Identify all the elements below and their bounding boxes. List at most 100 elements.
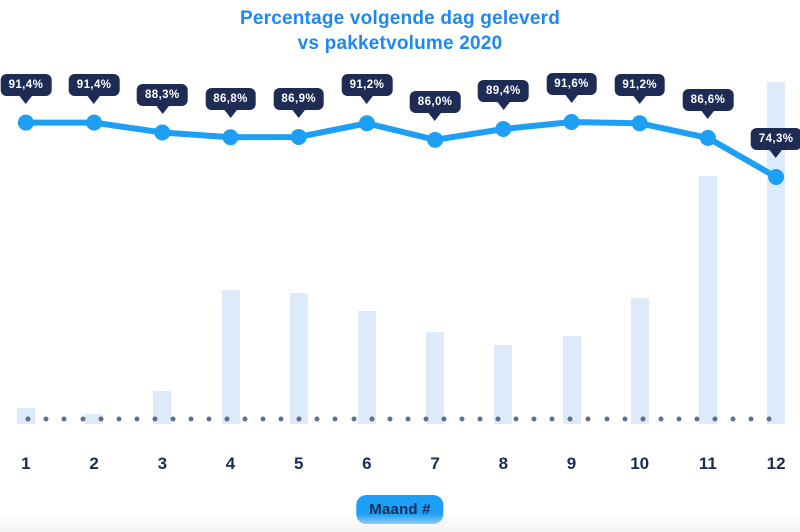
x-axis-title-badge: Maand # (356, 495, 444, 524)
tooltip-pointer-icon (223, 109, 238, 119)
value-tooltip: 91,4% (0, 73, 52, 104)
baseline-dot (25, 416, 31, 422)
chart-title: Percentage volgende dag geleverd vs pakk… (0, 6, 800, 56)
x-tick-label: 7 (430, 454, 440, 473)
value-tooltip: 91,4% (68, 73, 120, 104)
baseline-dot (332, 416, 338, 422)
volume-bar (426, 332, 445, 424)
value-tooltip-text: 91,4% (68, 73, 120, 96)
baseline-dot (441, 416, 447, 422)
value-tooltip-text: 86,6% (682, 88, 734, 111)
volume-bar (630, 298, 649, 424)
baseline-dot (748, 416, 754, 422)
x-tick-label: 1 (21, 454, 31, 473)
baseline-dot (116, 416, 122, 422)
x-tick-label: 8 (498, 454, 509, 473)
baseline-dot (477, 416, 483, 422)
tooltip-pointer-icon (359, 95, 374, 105)
baseline-dot (188, 416, 194, 422)
value-tooltip-text: 86,8% (205, 88, 256, 111)
x-tick-label: 10 (630, 454, 650, 473)
volume-bar (153, 391, 172, 424)
baseline-dot (314, 416, 320, 422)
value-tooltip-text: 91,6% (546, 73, 597, 95)
x-tick-label: 3 (157, 454, 168, 473)
baseline-dot (423, 416, 429, 422)
baseline-dot (260, 416, 266, 422)
tooltip-pointer-icon (87, 94, 102, 104)
tooltip-pointer-icon (564, 94, 579, 103)
value-tooltip-text: 91,2% (341, 74, 393, 97)
volume-bar (85, 414, 104, 424)
value-tooltip-text: 86,0% (409, 90, 461, 113)
volume-bar (221, 289, 240, 424)
baseline-dot (152, 416, 158, 422)
baseline-dot (351, 416, 357, 422)
x-tick-label: 9 (566, 454, 577, 473)
value-tooltip: 91,2% (341, 74, 393, 105)
x-tick-label: 5 (293, 454, 304, 473)
baseline-dot (766, 416, 772, 422)
baseline-dot (206, 416, 212, 422)
value-tooltip: 86,8% (205, 88, 256, 119)
value-tooltip: 91,6% (546, 73, 597, 103)
x-tick-label: 4 (225, 454, 236, 473)
value-tooltip-text: 86,9% (273, 87, 324, 110)
baseline-dot (513, 416, 519, 422)
chart-title-line1: Percentage volgende dag geleverd (239, 8, 560, 29)
baseline-dot (730, 416, 736, 422)
tooltip-pointer-icon (291, 108, 306, 118)
volume-bar (494, 344, 513, 424)
x-tick-label: 6 (362, 454, 372, 473)
baseline-dot (80, 416, 85, 422)
value-tooltip: 86,9% (273, 87, 324, 118)
baseline-dot (242, 416, 248, 422)
value-tooltip: 86,0% (409, 90, 461, 121)
baseline-dot (98, 416, 104, 422)
baseline-dot (296, 416, 302, 422)
baseline-dot (567, 416, 573, 422)
tooltip-pointer-icon (155, 104, 170, 114)
tooltip-pointer-icon (700, 109, 715, 119)
value-tooltip-text: 91,2% (614, 74, 665, 97)
baseline-dot (531, 416, 537, 422)
value-tooltip: 86,6% (682, 88, 734, 119)
tooltip-pointer-icon (496, 101, 511, 110)
volume-bar (289, 293, 308, 424)
baseline-dot (134, 416, 140, 422)
baseline-dot (622, 416, 628, 422)
baseline-dot (549, 416, 555, 422)
baseline-dot (585, 416, 591, 422)
value-tooltip: 89,4% (477, 80, 529, 110)
volume-bar (357, 311, 376, 424)
baseline-dot (658, 416, 664, 422)
baseline-dot (459, 416, 465, 422)
value-tooltip-text: 88,3% (136, 83, 188, 106)
baseline-dot (43, 416, 49, 422)
baseline-dot (61, 416, 67, 422)
tooltip-pointer-icon (428, 111, 443, 121)
chart-title-line2: vs pakketvolume 2020 (297, 33, 503, 54)
volume-bar (562, 336, 581, 424)
value-tooltip-text: 91,4% (0, 73, 52, 96)
baseline-dot (604, 416, 610, 422)
baseline-dot (712, 416, 718, 422)
baseline-dot (369, 416, 375, 422)
value-tooltip: 88,3% (136, 83, 188, 114)
volume-bar (698, 176, 717, 424)
baseline-dot (278, 416, 284, 422)
x-tick-label: 12 (766, 454, 786, 473)
baseline-dot (405, 416, 411, 422)
baseline-dot (694, 416, 700, 422)
x-axis-title-label: Maand # (369, 501, 431, 518)
baseline-dot (495, 416, 501, 422)
value-tooltip-text: 89,4% (477, 80, 529, 102)
tooltip-pointer-icon (18, 94, 33, 104)
baseline-dot (387, 416, 393, 422)
value-tooltip: 91,2% (614, 74, 665, 105)
x-tick-label: 11 (698, 454, 717, 473)
